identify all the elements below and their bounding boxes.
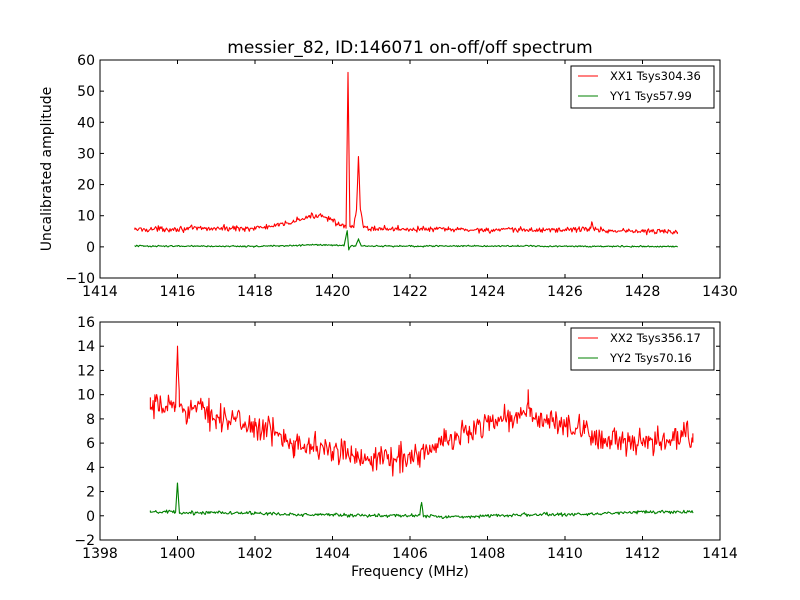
- top-x-tick-label: 1418: [237, 284, 273, 300]
- bottom-x-axis-label: Frequency (MHz): [351, 564, 469, 580]
- bottom-legend-label-xx2: XX2 Tsys356.17: [610, 331, 701, 345]
- bottom-y-tick-label: 4: [86, 460, 95, 476]
- bottom-y-tick-label: 6: [86, 436, 95, 452]
- bottom-x-tick-label: 1408: [470, 546, 506, 562]
- top-y-tick-label: 50: [77, 84, 95, 100]
- bottom-ticks: 1398 1400 1402 1404 1406 1408 1410 1412 1414−202…: [74, 315, 738, 562]
- top-y-tick-label: 60: [77, 53, 95, 69]
- top-x-tick-label: 1416: [160, 284, 196, 300]
- bottom-y-tick-label: 8: [86, 412, 95, 428]
- bottom-series-layer: [149, 345, 694, 519]
- top-series-yy1-line: [134, 230, 678, 251]
- top-ticks: 1414 1416 1418 1420 1422 1424 1426 1428 1430 −10 0…: [65, 53, 737, 300]
- bottom-x-tick-label: 1410: [547, 546, 583, 562]
- bottom-x-tick-label: 1412: [625, 546, 661, 562]
- top-x-tick-label: 1430: [702, 284, 738, 300]
- bottom-legend-label-yy2: YY2 Tsys70.16: [609, 351, 692, 365]
- bottom-x-tick-label: 1402: [237, 546, 273, 562]
- top-y-tick-label: 0: [86, 240, 95, 256]
- bottom-x-tick-label: 1400: [160, 546, 196, 562]
- top-y-tick-label: 30: [77, 146, 95, 162]
- bottom-x-tick-label: 1398: [82, 546, 118, 562]
- bottom-series-xx2-line: [149, 345, 694, 477]
- chart-title: messier_82, ID:146071 on-off/off spectru…: [227, 38, 592, 58]
- top-y-tick-label: 40: [77, 115, 95, 131]
- top-x-tick-label: 1422: [392, 284, 428, 300]
- bottom-y-tick-label: 2: [86, 485, 95, 501]
- bottom-series-yy2-line: [149, 482, 694, 519]
- bottom-legend-box: [570, 327, 715, 371]
- top-series-layer: [134, 71, 678, 251]
- top-x-tick-label: 1426: [547, 284, 583, 300]
- bottom-legend: XX2 Tsys356.17 YY2 Tsys70.16: [570, 327, 715, 371]
- bottom-y-tick-label: 16: [77, 315, 95, 331]
- bottom-x-tick-label: 1404: [315, 546, 351, 562]
- bottom-y-tick-label: 0: [86, 509, 95, 525]
- top-y-axis-label: Uncalibrated amplitude: [39, 87, 55, 252]
- top-legend-label-yy1: YY1 Tsys57.99: [609, 89, 692, 103]
- bottom-y-tick-label: 12: [77, 363, 95, 379]
- top-x-tick-label: 1424: [470, 284, 506, 300]
- top-legend-box: [570, 65, 715, 109]
- top-y-tick-label: 20: [77, 178, 95, 194]
- top-subplot: messier_82, ID:146071 on-off/off spectru…: [39, 38, 738, 300]
- bottom-y-tick-label: 10: [77, 388, 95, 404]
- top-legend-label-xx1: XX1 Tsys304.36: [610, 69, 701, 83]
- bottom-subplot: Frequency (MHz) 1398 1400 1402 1404 1406 1408…: [74, 315, 738, 580]
- bottom-y-tick-label: −2: [74, 533, 95, 549]
- top-x-tick-label: 1414: [82, 284, 118, 300]
- top-x-tick-label: 1428: [625, 284, 661, 300]
- bottom-x-tick-label: 1406: [392, 546, 428, 562]
- top-series-xx1-line: [134, 71, 678, 236]
- bottom-y-tick-label: 14: [77, 339, 95, 355]
- top-y-tick-label: 10: [77, 209, 95, 225]
- bottom-x-tick-label: 1414: [702, 546, 738, 562]
- top-x-tick-label: 1420: [315, 284, 351, 300]
- top-legend: XX1 Tsys304.36 YY1 Tsys57.99: [570, 65, 715, 109]
- top-y-tick-label: −10: [65, 271, 95, 287]
